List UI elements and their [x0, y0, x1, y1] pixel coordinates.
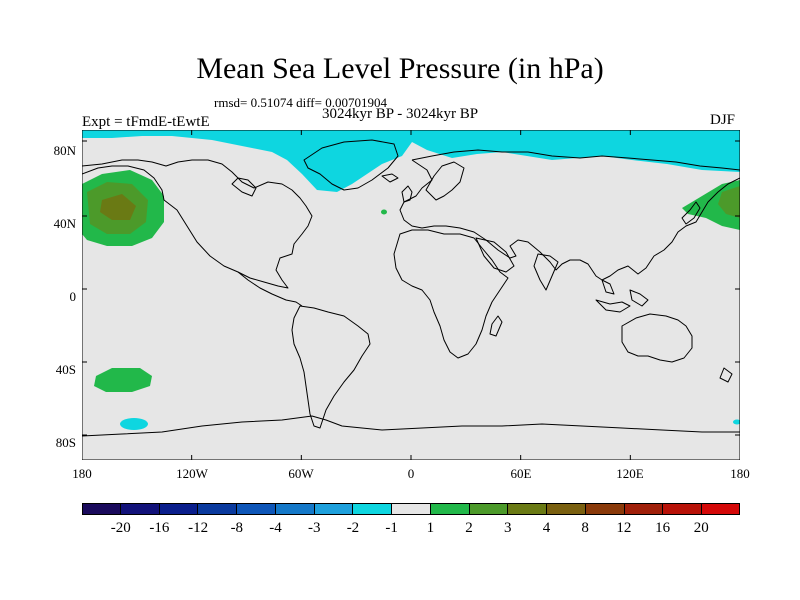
lon-label-120e: 120E — [616, 466, 644, 481]
atlantic-positive-patch — [381, 209, 387, 215]
southern-ocean-negative-patch-2 — [733, 419, 740, 425]
chart-title: Mean Sea Level Pressure (in hPa) — [196, 52, 604, 85]
colorbar-label: -1 — [385, 520, 398, 536]
colorbar-label: -2 — [346, 520, 360, 536]
colorbar-label: 3 — [504, 520, 512, 536]
colorbar-label: -8 — [230, 520, 244, 536]
colorbar-box — [274, 503, 314, 515]
lon-label-0: 0 — [407, 466, 415, 481]
colorbar-box — [313, 503, 353, 515]
colorbar-box — [623, 503, 663, 515]
colorbar-box — [119, 503, 159, 515]
colorbar-label: 12 — [616, 520, 632, 536]
coastlines — [82, 139, 740, 437]
colorbar-label: -4 — [269, 520, 282, 536]
colorbar-label: 20 — [693, 520, 709, 536]
colorbar-label: 16 — [655, 520, 671, 536]
south-pacific-positive-anomaly — [94, 368, 152, 392]
map-plot — [82, 130, 740, 460]
colorbar-box — [82, 503, 120, 515]
colorbar-frame — [82, 503, 740, 515]
colorbar-label: -3 — [307, 520, 321, 536]
stats-text: rmsd= 0.51074 diff= 0.00701904 — [214, 95, 387, 110]
colorbar-label: 8 — [581, 520, 589, 536]
lon-label-60e: 60E — [510, 466, 532, 481]
colorbar-box — [429, 503, 469, 515]
period-text: 3024kyr BP - 3024kyr BP — [322, 106, 479, 122]
colorbar-box — [352, 503, 392, 515]
colorbar-label: -12 — [188, 520, 209, 536]
lon-label-180-west: 180 — [72, 466, 92, 481]
colorbar-label: 1 — [426, 520, 435, 536]
colorbar-box — [197, 503, 237, 515]
colorbar-label: 4 — [542, 520, 551, 536]
colorbar — [82, 503, 741, 515]
lat-label-0: 0 — [69, 289, 77, 304]
lat-label-80s: 80S — [55, 435, 76, 450]
west-pacific-positive-anomaly-mid — [718, 186, 740, 218]
lon-label-60w: 60W — [288, 466, 314, 481]
map-background — [82, 130, 740, 460]
experiment-label: Expt = tFmdE-tEwtE — [82, 114, 210, 130]
north-pacific-positive-anomaly-core — [100, 194, 136, 220]
colorbar-box — [662, 503, 702, 515]
lat-label-40n: 40N — [53, 216, 76, 231]
colorbar-box — [507, 503, 547, 515]
lat-label-40s: 40S — [55, 362, 76, 377]
colorbar-label: -20 — [110, 520, 131, 536]
arctic-negative-anomaly — [82, 130, 740, 192]
colorbar-box — [236, 503, 275, 515]
southern-ocean-negative-patch — [120, 418, 148, 430]
lon-label-120w: 120W — [176, 466, 208, 481]
season-label: DJF — [710, 112, 736, 128]
colorbar-box — [546, 503, 585, 515]
colorbar-box — [701, 503, 741, 515]
lat-label-80n: 80N — [53, 143, 76, 158]
colorbar-label: -16 — [149, 520, 170, 536]
colorbar-box — [584, 503, 624, 515]
lon-label-180-east: 180 — [730, 466, 750, 481]
colorbar-box — [468, 503, 508, 515]
colorbar-box — [391, 503, 430, 515]
colorbar-box — [158, 503, 198, 515]
colorbar-label: 2 — [465, 520, 473, 536]
